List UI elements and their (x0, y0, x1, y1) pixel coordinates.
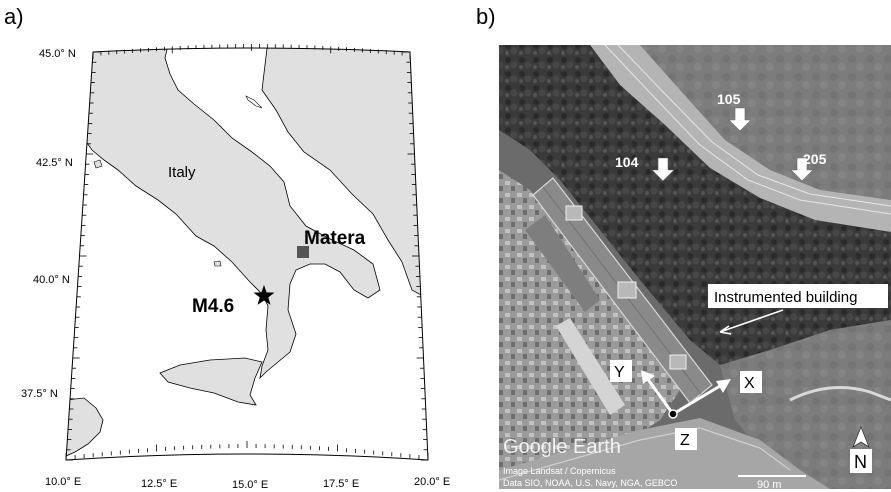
building-pointer-arrow (719, 309, 784, 335)
lon-tick-label: 15.0° E (232, 479, 268, 491)
track-lanes (604, 45, 891, 215)
land-sardinia (66, 397, 104, 457)
map-ticks (65, 44, 429, 461)
axes-indicator: Y X Z (610, 360, 762, 450)
roof-unit (617, 281, 637, 299)
parking-strip (525, 215, 600, 312)
station-markers: 105 104 205 (615, 91, 827, 182)
x-axis-box (740, 371, 762, 393)
city-label: Matera (304, 228, 366, 249)
x-axis-label: X (744, 375, 755, 392)
land-islet (213, 260, 222, 267)
land-italy (84, 48, 381, 380)
station-arrow-icon (790, 157, 814, 182)
lon-tick-label: 10.0° E (45, 476, 81, 488)
data-credit: Data SIO, NOAA, U.S. Navy, NGA, GEBCO (503, 478, 677, 488)
lon-tick-labels: 10.0° E 12.5° E 15.0° E 17.5° E 20.0° E (45, 476, 450, 491)
land-sicily (159, 357, 263, 406)
scale-label: 90 m (757, 479, 781, 491)
lat-tick-label: 42.5° N (36, 157, 73, 169)
lon-tick-label: 12.5° E (141, 478, 177, 490)
adjacent-building (556, 318, 625, 415)
google-earth-logo: Google Earth (503, 436, 621, 458)
epicenter-label: M4.6 (192, 296, 234, 317)
footpath (789, 386, 891, 402)
lat-tick-label: 40.0° N (33, 274, 70, 286)
running-track (590, 45, 891, 232)
north-label-box (850, 449, 872, 473)
land-elba (93, 159, 103, 169)
building-label-box (708, 284, 888, 308)
station-arrow-icon (728, 107, 752, 132)
station-arrow-icon (651, 157, 675, 182)
road-lines (499, 427, 791, 481)
road (499, 418, 830, 489)
lat-tick-label: 37.5° N (21, 388, 58, 400)
imagery-credit: Image Landsat / Copernicus (503, 466, 616, 476)
z-axis-box (675, 428, 697, 450)
lat-tick-labels: 45.0° N 42.5° N 40.0° N 37.5° N (21, 48, 76, 400)
lon-tick-label: 17.5° E (323, 478, 359, 490)
panel-a-label: a) (4, 4, 24, 29)
roof-unit (669, 354, 687, 370)
roof-unit (565, 205, 583, 221)
lon-tick-label: 20.0° E (414, 476, 450, 488)
station-label: 105 (717, 91, 741, 107)
gargano-lake (245, 95, 263, 109)
city-marker (297, 246, 309, 258)
x-axis-arrowhead (716, 379, 731, 393)
north-arrow-icon (852, 425, 870, 448)
map-panel: Italy Matera M4.6 45.0° N 42.5° N 40.0° … (21, 44, 450, 491)
y-axis-arrowhead (641, 370, 655, 384)
y-axis-arrow-icon (645, 377, 675, 415)
country-label: Italy (168, 164, 196, 181)
aerial-photo-panel (499, 45, 891, 489)
lat-tick-label: 45.0° N (39, 48, 76, 60)
panel-b-label: b) (476, 4, 496, 29)
y-axis-label: Y (614, 364, 625, 381)
station-label: 205 (803, 151, 827, 167)
x-axis-arrow-icon (672, 384, 721, 416)
building-label: Instrumented building (714, 289, 857, 306)
station-label: 104 (615, 154, 639, 170)
epicenter-star-icon (253, 285, 275, 305)
z-axis-label: Z (680, 432, 690, 449)
z-axis-origin (668, 409, 678, 419)
grass-field (620, 45, 891, 215)
y-axis-box (610, 360, 632, 382)
north-label: N (854, 452, 867, 472)
